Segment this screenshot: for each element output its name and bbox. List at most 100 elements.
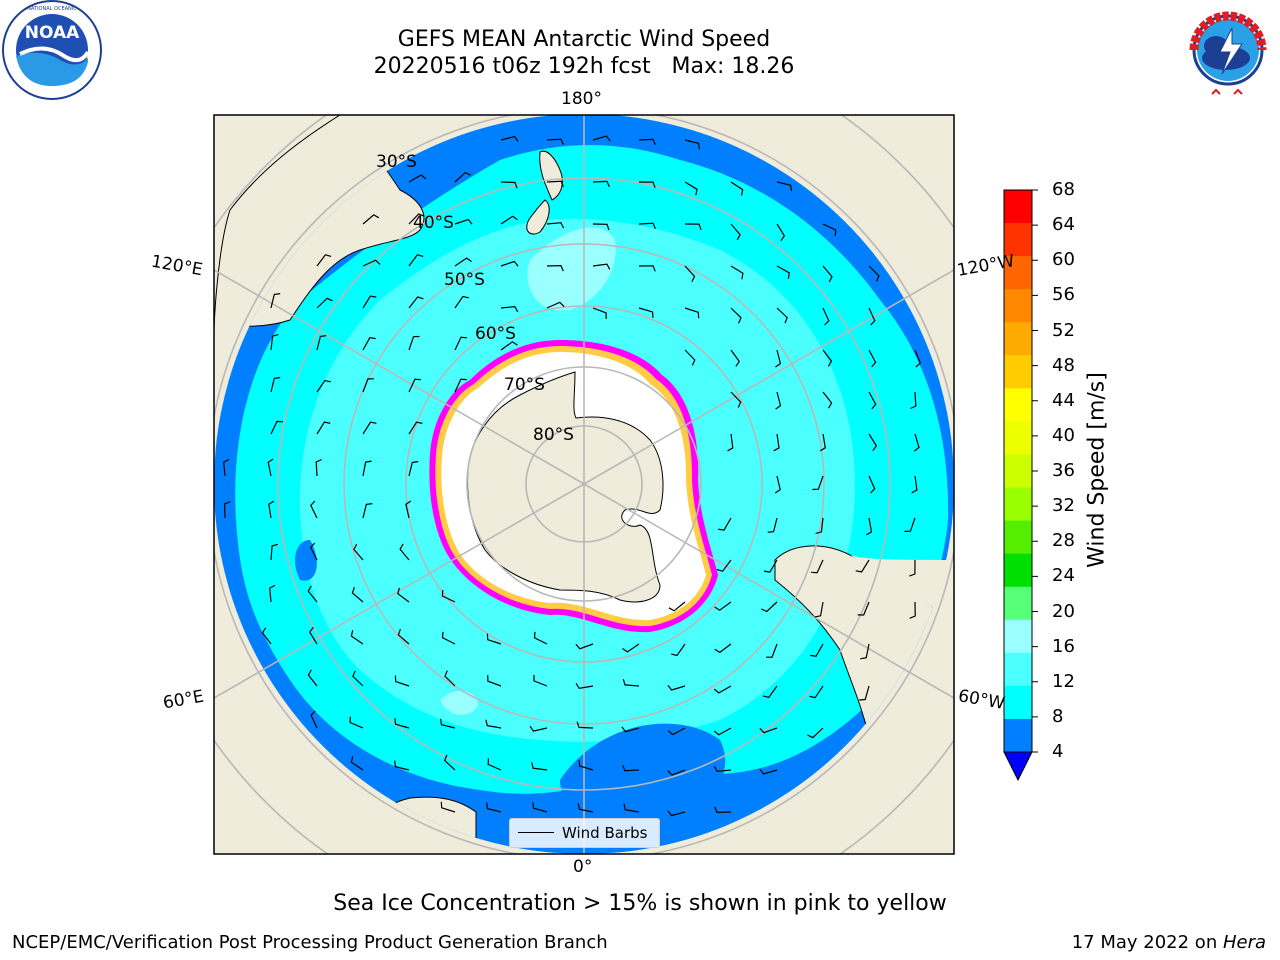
wind-barb bbox=[394, 760, 410, 771]
wind-barb bbox=[269, 584, 276, 603]
wind-barb bbox=[529, 725, 548, 732]
wind-barb bbox=[308, 626, 318, 645]
wind-barb bbox=[667, 684, 686, 691]
wind-barb bbox=[223, 458, 230, 477]
colorbar-label: Wind Speed [m/s] bbox=[1084, 372, 1110, 568]
wind-barb bbox=[622, 643, 640, 653]
wind-barb bbox=[913, 433, 920, 452]
wind-barb bbox=[454, 218, 473, 225]
legend-label: Wind Barbs bbox=[562, 824, 648, 842]
wind-barb bbox=[638, 222, 656, 230]
wind-barb bbox=[350, 630, 364, 645]
wind-barb bbox=[623, 803, 640, 813]
wind-barb bbox=[546, 180, 564, 188]
wind-barb bbox=[270, 420, 284, 435]
wind-barb bbox=[684, 181, 698, 196]
wind-barb bbox=[307, 585, 318, 603]
wind-barb bbox=[316, 254, 332, 267]
wind-barb bbox=[531, 762, 548, 771]
wind-barb bbox=[671, 643, 686, 657]
wind-barb bbox=[819, 433, 826, 452]
wind-barb bbox=[532, 802, 548, 813]
wind-barb bbox=[408, 254, 424, 267]
wind-barb bbox=[714, 806, 732, 814]
wind-barbs bbox=[223, 135, 922, 817]
colorbar-segment bbox=[1004, 256, 1032, 290]
wind-barb bbox=[857, 601, 870, 616]
wind-barb bbox=[441, 589, 456, 603]
colorbar-segment bbox=[1004, 487, 1032, 522]
date-text: 17 May 2022 on bbox=[1071, 932, 1223, 953]
wind-barb bbox=[316, 297, 333, 309]
wind-barb bbox=[592, 135, 611, 142]
wind-barb bbox=[684, 139, 700, 150]
wind-barb bbox=[822, 349, 833, 367]
wind-barb bbox=[914, 349, 922, 368]
wind-barb bbox=[730, 181, 744, 196]
wind-barb bbox=[667, 727, 686, 736]
wind-barb bbox=[868, 433, 878, 452]
wind-barb bbox=[910, 391, 917, 410]
wind-barb bbox=[454, 378, 467, 393]
wind-barb bbox=[500, 181, 518, 189]
wind-barb bbox=[776, 223, 786, 242]
wind-barb bbox=[822, 391, 833, 409]
lon-label-180: 180° bbox=[561, 89, 602, 109]
wind-barb bbox=[397, 587, 410, 603]
wind-barb bbox=[440, 718, 456, 729]
noaa-logo-text: NOAA bbox=[25, 23, 80, 43]
colorbar-segment bbox=[1004, 685, 1032, 720]
wind-barb bbox=[546, 301, 565, 309]
colorbar-segment bbox=[1004, 388, 1032, 422]
wind-barb bbox=[533, 631, 548, 645]
wind-barb bbox=[814, 601, 824, 618]
lat-label-70s: 70°S bbox=[504, 375, 545, 395]
colorbar-segment bbox=[1004, 520, 1032, 555]
wind-barb bbox=[349, 716, 364, 729]
wind-barb bbox=[576, 721, 594, 729]
wind-barb bbox=[394, 718, 410, 729]
colorbar-segment bbox=[1004, 718, 1032, 753]
wind-barb-legend-line bbox=[518, 832, 554, 834]
wind-barb bbox=[621, 726, 640, 733]
colorbar-tick-label: 4 bbox=[1052, 741, 1064, 762]
wind-barb bbox=[713, 765, 732, 773]
wind-barb bbox=[408, 296, 424, 309]
wind-barb bbox=[270, 334, 279, 351]
wind-barb bbox=[775, 391, 782, 410]
graticule bbox=[214, 115, 954, 854]
colorbar-extend-arrow bbox=[1003, 751, 1033, 782]
wind-barb bbox=[909, 601, 916, 619]
wind-barb bbox=[730, 391, 742, 408]
wind-barb bbox=[638, 307, 654, 318]
wind-barb bbox=[408, 421, 423, 435]
wind-barb bbox=[316, 379, 331, 393]
wind-barb bbox=[223, 501, 231, 519]
wind-barb bbox=[362, 337, 376, 351]
colorbar-tick-label: 60 bbox=[1052, 249, 1075, 271]
wind-barb bbox=[487, 758, 502, 771]
wind-barb bbox=[667, 769, 686, 776]
wind-barb bbox=[270, 293, 281, 309]
wind-barb bbox=[500, 215, 518, 225]
wind-barb bbox=[310, 500, 318, 519]
wind-barb bbox=[408, 174, 427, 183]
wind-barb bbox=[310, 710, 318, 729]
wind-barb bbox=[454, 171, 471, 183]
wind-barb bbox=[350, 756, 364, 771]
wind-barb bbox=[766, 643, 778, 658]
colorbar-segment bbox=[1004, 421, 1032, 455]
wind-barb bbox=[500, 260, 519, 267]
wind-barb bbox=[500, 341, 518, 351]
chart-subtitle: 20220516 t06z 192h fcst Max: 18.26 bbox=[373, 54, 795, 79]
map-legend: Wind Barbs bbox=[509, 818, 660, 848]
map-frame bbox=[213, 114, 955, 855]
wind-barb bbox=[444, 670, 456, 687]
wind-barb bbox=[815, 517, 824, 534]
wind-barb bbox=[578, 759, 594, 771]
colorbar-segment bbox=[1004, 454, 1032, 489]
wind-barb bbox=[807, 727, 824, 739]
wind-barb bbox=[351, 587, 364, 603]
colorbar-tick-label: 32 bbox=[1052, 495, 1075, 517]
